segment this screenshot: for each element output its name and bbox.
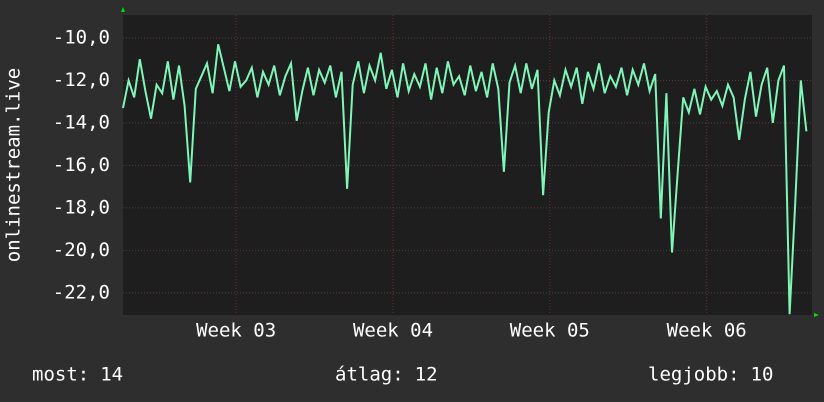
stat-value: 12 xyxy=(415,364,438,386)
stat-value: 10 xyxy=(751,364,774,386)
x-tick-label: Week 03 xyxy=(196,320,276,342)
x-tick-label: Week 06 xyxy=(667,320,747,342)
stat-value: 14 xyxy=(100,364,123,386)
y-tick-label: -10,0 xyxy=(53,26,110,48)
y-arrow xyxy=(121,7,125,12)
stat-label: legjobb: xyxy=(648,364,740,386)
data-line xyxy=(122,44,808,315)
y-tick-label: -20,0 xyxy=(53,239,110,261)
x-tick-label: Week 05 xyxy=(510,320,590,342)
stat-label: most: xyxy=(32,364,89,386)
x-tick-label: Week 04 xyxy=(353,320,433,342)
y-axis-label: onlinestream.live xyxy=(3,68,25,262)
stat-label: átlag: xyxy=(335,364,404,386)
x-arrow xyxy=(814,313,819,317)
y-tick-label: -12,0 xyxy=(53,69,110,91)
y-tick-label: -22,0 xyxy=(53,281,110,303)
y-tick-label: -14,0 xyxy=(53,111,110,133)
y-tick-label: -18,0 xyxy=(53,196,110,218)
y-tick-label: -16,0 xyxy=(53,154,110,176)
